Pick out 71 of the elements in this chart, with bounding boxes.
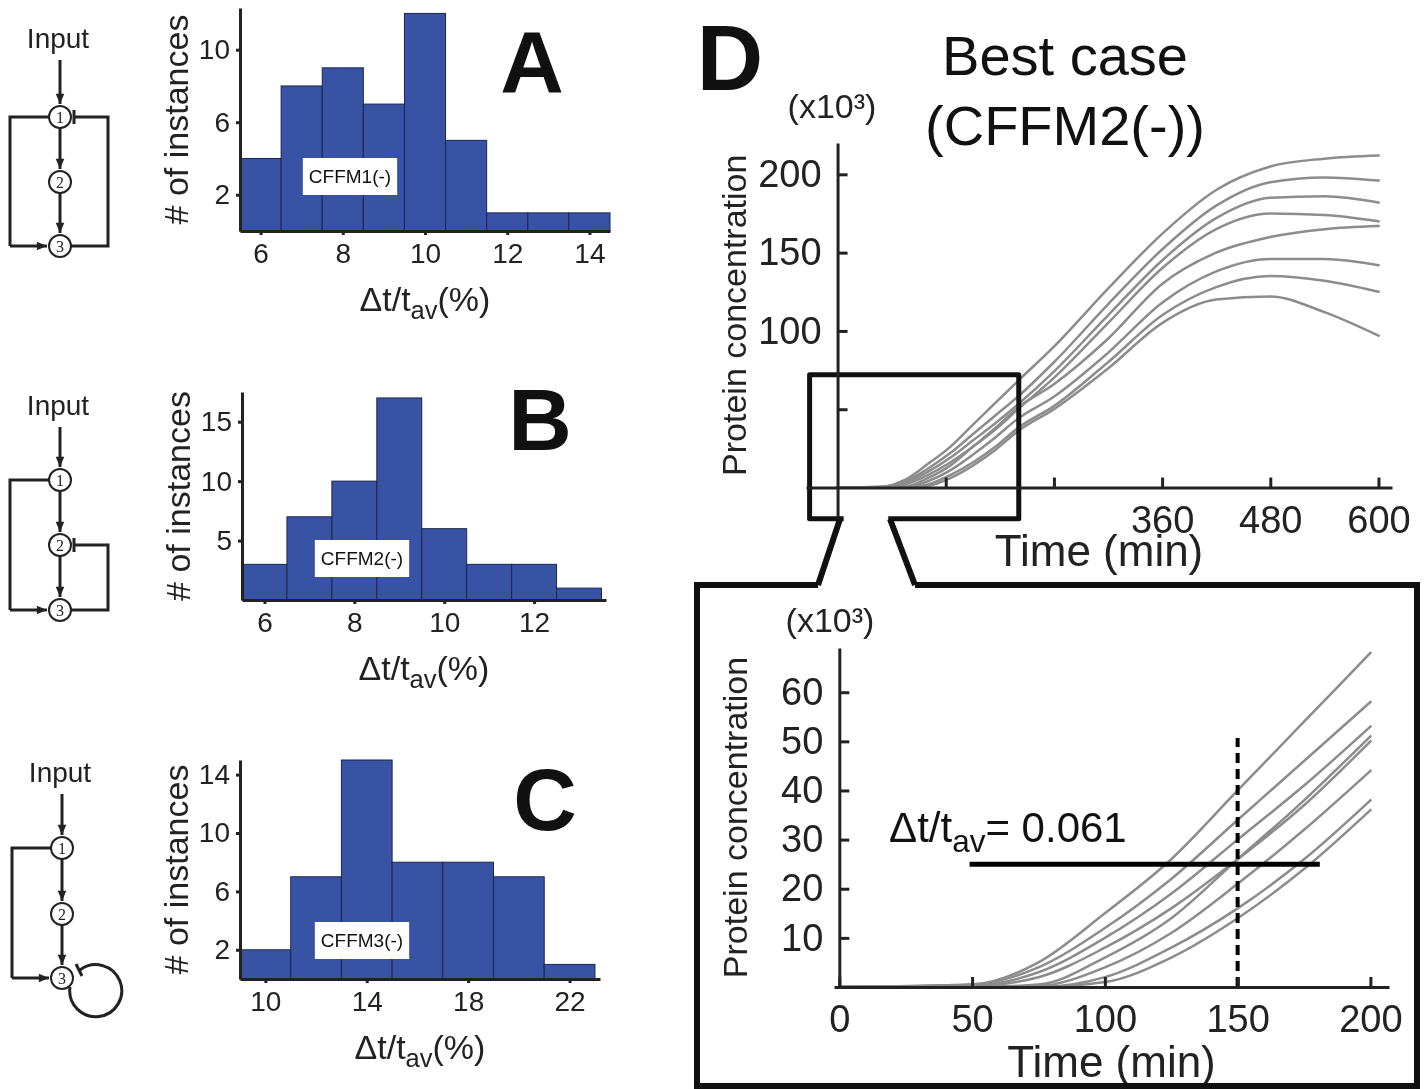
text: 3	[58, 970, 66, 987]
text: (x10³)	[785, 601, 875, 639]
x-tick-label: 8	[335, 237, 352, 269]
text: 2	[56, 537, 64, 554]
y-tick-label: 40	[781, 769, 824, 812]
y-tick-label: 10	[198, 817, 230, 849]
y-tick-label: 100	[758, 309, 822, 352]
x-tick-label: 600	[1347, 498, 1411, 541]
annotation: A	[500, 12, 564, 111]
chart-title: Best case	[942, 24, 1188, 87]
x-axis-title: Time (min)	[1007, 1037, 1216, 1086]
x-tick-label: 10	[429, 606, 461, 638]
x-tick-label: 8	[347, 606, 363, 638]
chart-subtitle: (CFFM2(-))	[925, 94, 1205, 157]
text: 2	[56, 174, 64, 191]
x-tick-label: 22	[554, 985, 586, 1017]
x-tick-label: 50	[951, 997, 994, 1040]
x-tick-label: 200	[1339, 997, 1403, 1040]
annotation: CFFM3(-)	[320, 930, 404, 951]
y-tick-label: 6	[214, 875, 230, 907]
x-tick-label: 150	[1206, 997, 1270, 1040]
annotation: B	[508, 370, 572, 469]
y-tick-label: 50	[781, 720, 824, 763]
y-axis-title: Protein concentration	[714, 154, 753, 476]
y-tick-label: 20	[781, 867, 824, 910]
x-tick-label: 0	[829, 997, 851, 1040]
x-axis-title: Δt/t$_{av}$(%)	[359, 280, 491, 324]
y-axis-title: # of instances	[157, 764, 195, 975]
text: Input	[26, 23, 90, 54]
y-tick-label: 6	[214, 106, 230, 138]
y-tick-label: 10	[200, 465, 232, 497]
x-tick-label: 14	[351, 985, 383, 1017]
y-tick-label: 2	[214, 179, 230, 211]
x-tick-label: 10	[250, 985, 282, 1017]
y-tick-label: 60	[781, 670, 824, 713]
annotation: CFFM1(-)	[308, 166, 392, 187]
text: (x10³)	[787, 87, 877, 125]
y-tick-label: 200	[758, 152, 822, 195]
text: Input	[26, 390, 90, 421]
y-axis-title: # of instances	[157, 14, 195, 225]
x-axis-title: Δt/t$_{av}$(%)	[354, 1028, 486, 1072]
annotation: Δt/t$_{av}$= 0.061	[889, 804, 1127, 859]
text: 1	[56, 109, 64, 126]
x-axis-title: Δt/t$_{av}$(%)	[358, 649, 490, 693]
annotation: C	[513, 750, 577, 849]
x-tick-label: 100	[1073, 997, 1138, 1040]
text: 2	[58, 906, 66, 923]
text: 3	[56, 602, 64, 619]
x-tick-label: 12	[519, 606, 551, 638]
y-tick-label: 5	[216, 525, 232, 557]
text: 1	[56, 472, 64, 489]
y-tick-label: 10	[198, 34, 230, 66]
x-tick-label: 10	[409, 237, 442, 269]
text: 3	[56, 238, 64, 255]
annotation: CFFM2(-)	[320, 548, 404, 569]
y-axis-title: # of instances	[159, 391, 197, 601]
y-tick-label: 14	[198, 759, 230, 791]
y-tick-label: 2	[214, 934, 230, 966]
x-tick-label: 6	[253, 237, 269, 269]
text: Input	[28, 757, 92, 788]
x-tick-label: 14	[574, 237, 606, 269]
text: D	[696, 7, 764, 109]
y-tick-label: 15	[200, 406, 232, 438]
text: 1	[58, 840, 66, 857]
x-tick-label: 18	[453, 985, 485, 1017]
y-axis-title: Protein concentration	[716, 656, 755, 979]
y-tick-label: 10	[781, 916, 824, 959]
x-tick-label: 480	[1239, 498, 1303, 541]
x-tick-label: 12	[492, 237, 524, 269]
y-tick-label: 30	[781, 818, 824, 861]
x-tick-label: 6	[257, 606, 273, 638]
